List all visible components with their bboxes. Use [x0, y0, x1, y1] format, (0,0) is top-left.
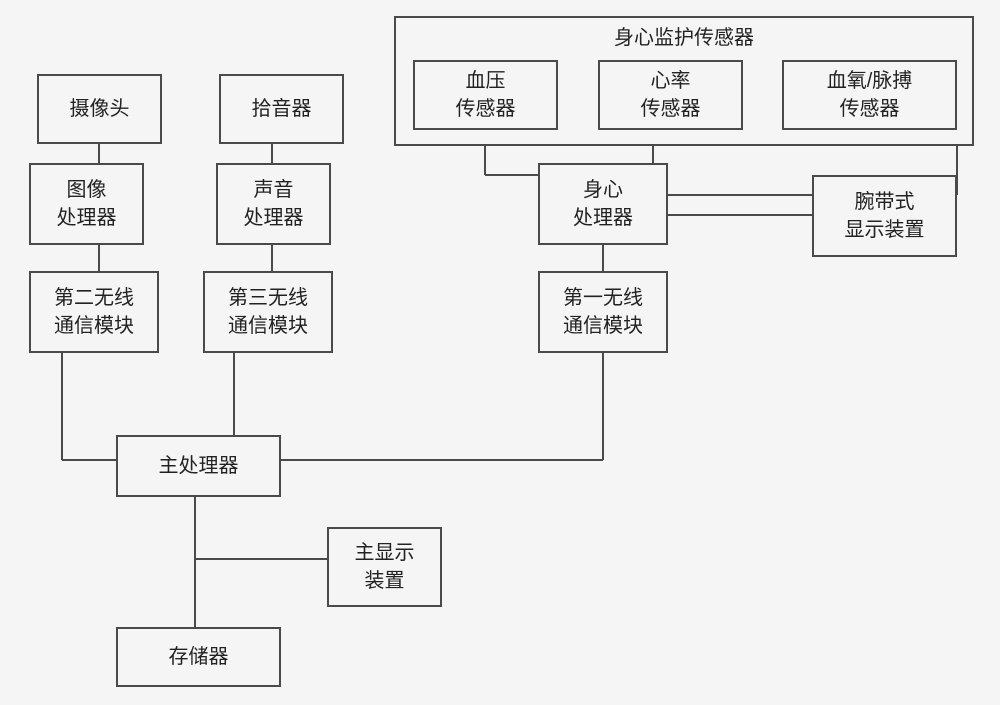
- node-wrist-disp: 腕带式 显示装置: [812, 175, 957, 257]
- node-body-proc: 身心 处理器: [538, 163, 668, 245]
- node-mic: 拾音器: [219, 74, 344, 144]
- node-sensor-group-label: 身心监护传感器: [614, 24, 754, 52]
- node-wrist-disp-label: 腕带式 显示装置: [845, 188, 925, 244]
- node-bp-sensor-label: 血压 传感器: [456, 67, 516, 123]
- node-hr-sensor-label: 心率 传感器: [641, 67, 701, 123]
- node-storage: 存储器: [116, 627, 281, 687]
- node-snd-proc-label: 声音 处理器: [244, 176, 304, 232]
- node-wcomm3: 第三无线 通信模块: [203, 271, 333, 353]
- node-snd-proc: 声音 处理器: [216, 163, 331, 245]
- node-img-proc: 图像 处理器: [29, 163, 144, 245]
- node-main-disp: 主显示 装置: [327, 527, 442, 607]
- node-storage-label: 存储器: [169, 643, 229, 671]
- node-wcomm1: 第一无线 通信模块: [538, 271, 668, 353]
- node-main-disp-label: 主显示 装置: [355, 539, 415, 595]
- node-img-proc-label: 图像 处理器: [57, 176, 117, 232]
- node-main-proc-label: 主处理器: [159, 452, 239, 480]
- node-camera-label: 摄像头: [70, 95, 130, 123]
- diagram-canvas: 身心监护传感器 血压 传感器 心率 传感器 血氧/脉搏 传感器 摄像头 拾音器 …: [0, 0, 1000, 705]
- node-wcomm2: 第二无线 通信模块: [29, 271, 159, 353]
- node-bp-sensor: 血压 传感器: [413, 60, 558, 130]
- node-wcomm1-label: 第一无线 通信模块: [563, 284, 643, 340]
- node-camera: 摄像头: [37, 74, 162, 144]
- node-hr-sensor: 心率 传感器: [598, 60, 743, 130]
- node-body-proc-label: 身心 处理器: [573, 176, 633, 232]
- node-main-proc: 主处理器: [116, 435, 281, 497]
- node-mic-label: 拾音器: [252, 95, 312, 123]
- node-wcomm3-label: 第三无线 通信模块: [228, 284, 308, 340]
- node-spo2-sensor-label: 血氧/脉搏 传感器: [827, 67, 913, 123]
- node-spo2-sensor: 血氧/脉搏 传感器: [782, 60, 957, 130]
- node-wcomm2-label: 第二无线 通信模块: [54, 284, 134, 340]
